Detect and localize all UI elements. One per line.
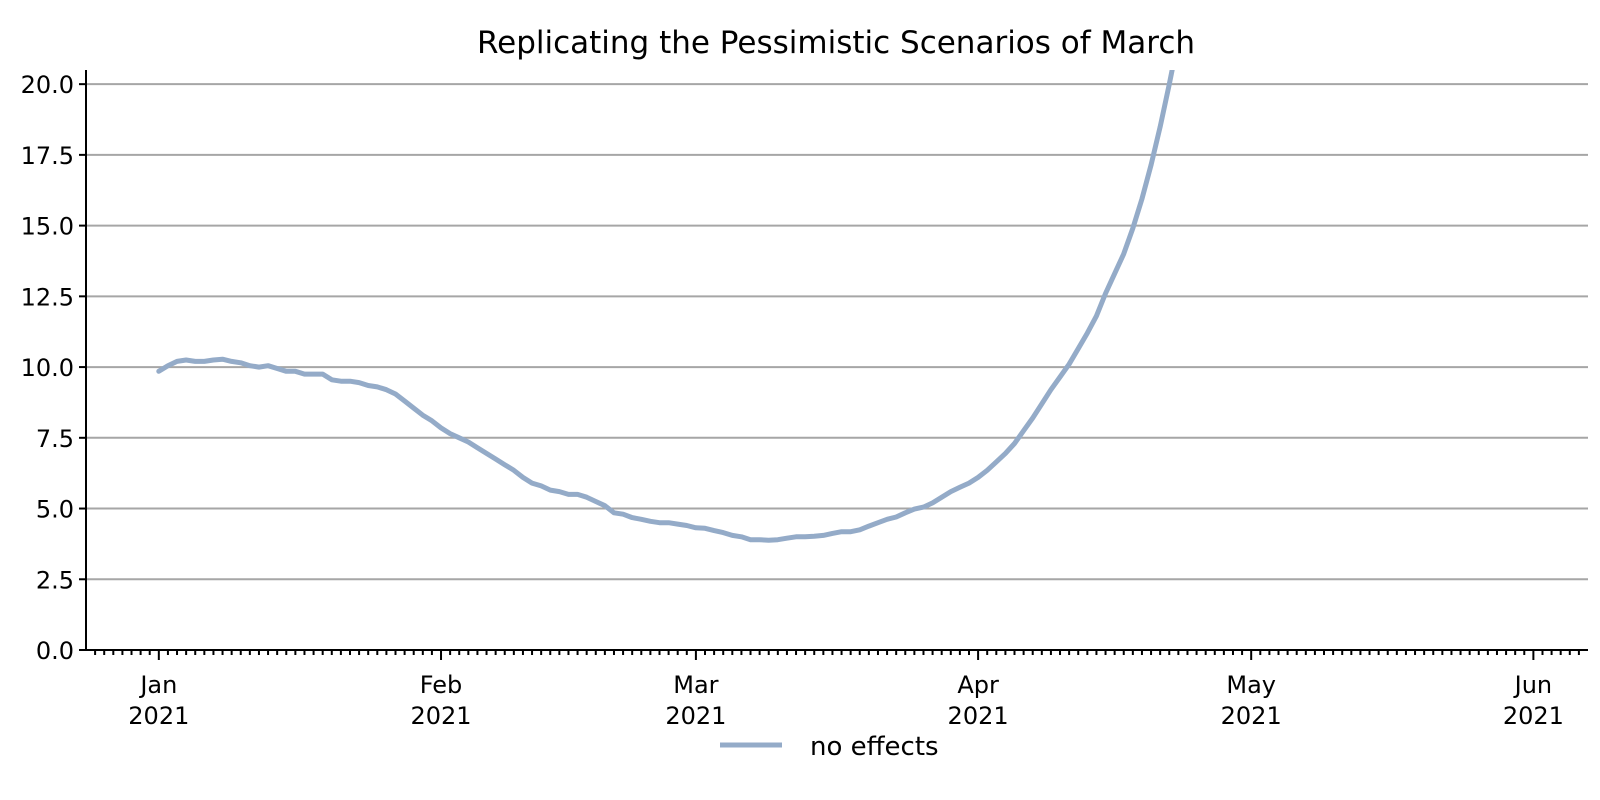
x-tick-label-year: 2021 [948,702,1009,730]
series-line [156,70,1175,543]
legend-label: no effects [810,732,939,762]
y-tick-label: 5.0 [36,496,74,524]
x-tick-label-month: Jan [138,671,177,699]
x-tick-label-year: 2021 [1503,702,1564,730]
legend: no effects [720,732,939,762]
chart-title: Replicating the Pessimistic Scenarios of… [477,25,1195,61]
x-tick-label-year: 2021 [410,702,471,730]
y-tick-label: 2.5 [36,566,74,594]
x-axis: Jan 2021 Feb 2021 Mar 2021 Apr 2021 May 2021 Jun 20… [94,650,1580,730]
x-tick-label-month: May [1226,671,1276,699]
y-tick-label: 15.0 [21,213,74,241]
series-layer [156,70,1175,543]
x-tick-label-month: Apr [957,671,999,699]
x-tick-label-year: 2021 [1221,702,1282,730]
x-tick-label-year: 2021 [665,702,726,730]
y-tick-label: 10.0 [21,354,74,382]
y-tick-label: 7.5 [36,425,74,453]
x-tick-label-year: 2021 [128,702,189,730]
y-tick-label: 17.5 [21,142,74,170]
y-tick-label: 0.0 [36,637,74,665]
gridlines [86,83,1588,581]
y-tick-label: 12.5 [21,283,74,311]
x-tick-label-month: Jun [1513,671,1553,699]
y-axis: 0.0 2.5 5.0 7.5 10.0 12.5 15.0 17.5 20.0 [21,71,86,665]
y-tick-label: 20.0 [21,71,74,99]
x-tick-label-month: Feb [420,671,463,699]
x-tick-label-month: Mar [673,671,718,699]
